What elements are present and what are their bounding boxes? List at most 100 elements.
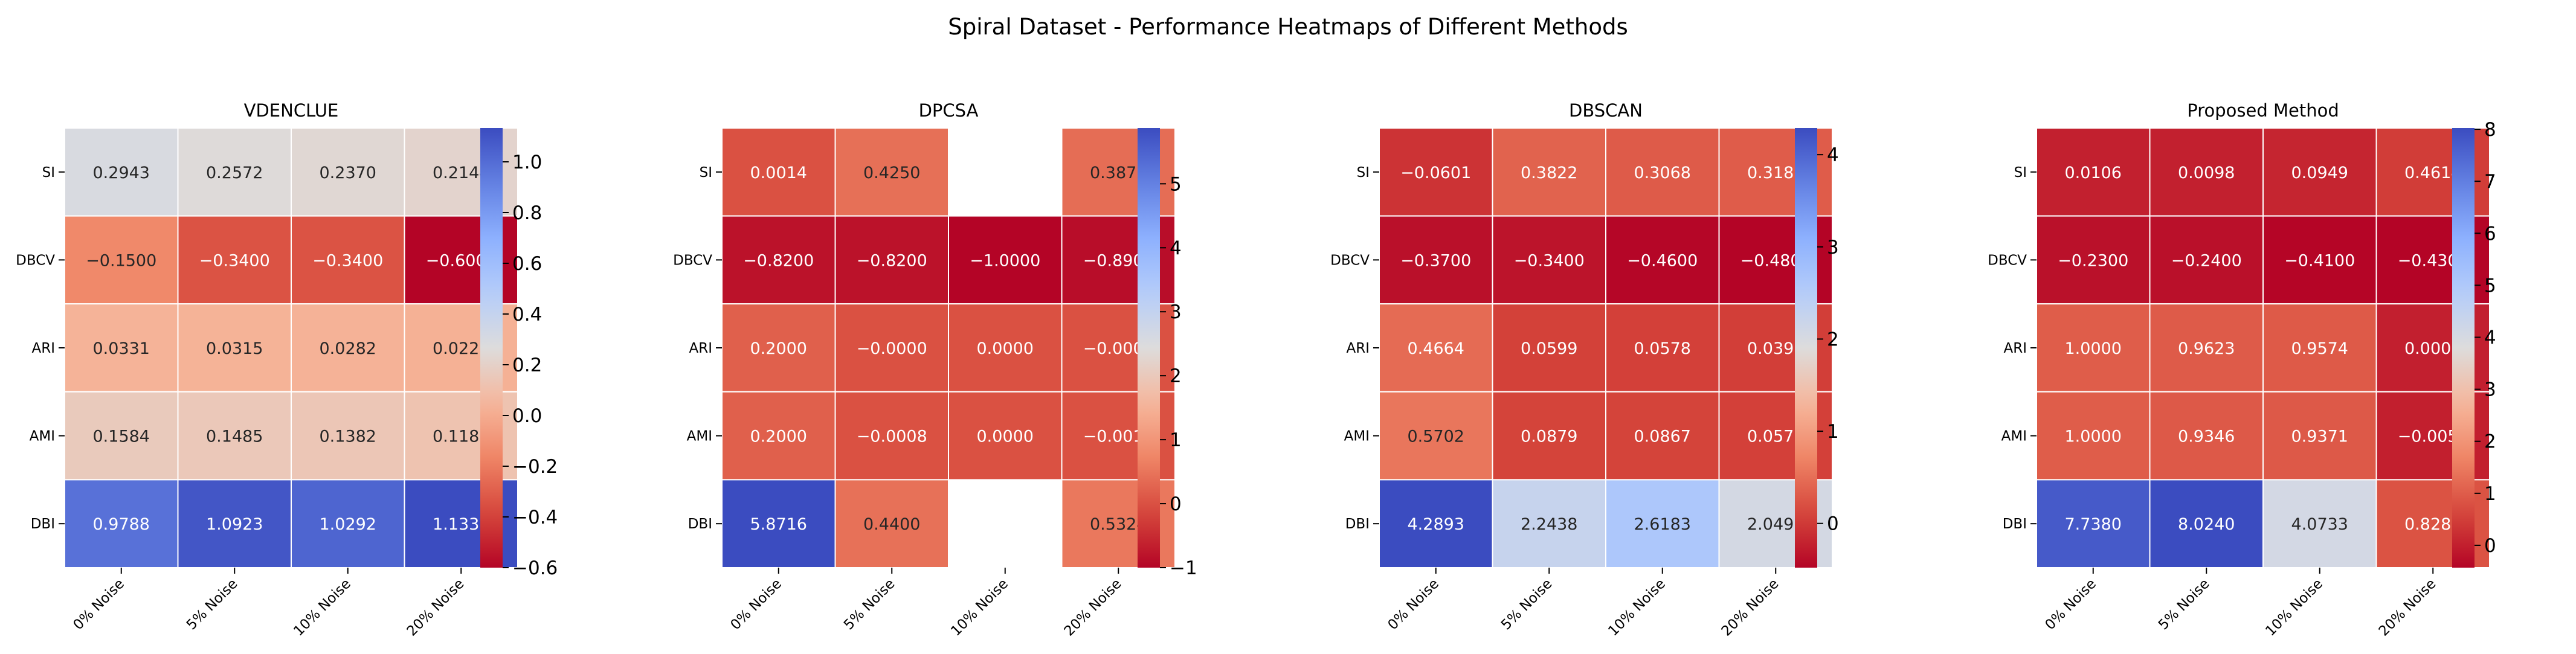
cell-value-label: −0.1500 xyxy=(86,251,156,270)
heatmap-cell xyxy=(177,303,292,393)
cell-value-label: −0.2300 xyxy=(2058,251,2128,270)
heatmap-cell xyxy=(2036,303,2151,393)
row-label: AMI xyxy=(1344,429,1370,444)
heatmap-cell xyxy=(721,303,836,393)
row-label: ARI xyxy=(32,341,56,356)
cell-value-label: 1.1333 xyxy=(433,515,489,534)
heatmap-cell xyxy=(291,127,405,217)
colorbar-tick-label: −0.2 xyxy=(512,456,558,478)
row-label: DBI xyxy=(2003,516,2027,532)
cell-value-label: −0.3400 xyxy=(199,251,270,270)
cell-value-label: 0.0098 xyxy=(2178,164,2235,182)
colorbar-tick-label: 2 xyxy=(1170,365,1182,387)
cell-value-label: 7.7380 xyxy=(2065,515,2122,534)
cell-value-label: 0.0572 xyxy=(1747,428,1804,446)
cell-value-label: 1.0923 xyxy=(206,515,263,534)
cell-value-label: 0.2370 xyxy=(320,164,376,182)
heatmap-cell xyxy=(948,215,1063,305)
cell-value-label: 0.5324 xyxy=(1090,515,1147,534)
cell-value-label: 0.5702 xyxy=(1408,428,1464,446)
column-label: 0% Noise xyxy=(1385,576,1442,633)
cell-value-label: 0.4400 xyxy=(863,515,920,534)
colorbar-tick-label: 3 xyxy=(1827,237,1839,258)
colorbar-tick-label: 4 xyxy=(2484,327,2496,349)
cell-value-label: 0.9788 xyxy=(93,515,150,534)
heatmap-panel: DBSCAN −0.0601 0.3822 0.3068 0.3189 −0.3700 −0… xyxy=(1330,100,1839,640)
column-label: 0% Noise xyxy=(728,576,785,633)
cell-value-label: 0.0014 xyxy=(750,164,807,182)
colorbar-tick-label: 1 xyxy=(2484,483,2496,505)
heatmap-cell xyxy=(2036,127,2151,217)
cell-value-label: 0.0000 xyxy=(977,428,1034,446)
cell-value-label: 0.9346 xyxy=(2178,428,2235,446)
column-label: 10% Noise xyxy=(291,576,354,640)
cell-value-label: 0.3068 xyxy=(1634,164,1691,182)
cell-value-label: −0.0000 xyxy=(857,339,927,358)
heatmap-cell xyxy=(177,479,292,569)
colorbar-tick-label: 2 xyxy=(1827,329,1839,350)
figure-suptitle: Spiral Dataset - Performance Heatmaps of… xyxy=(948,14,1628,40)
cell-value-label: 0.4250 xyxy=(863,164,920,182)
column-label: 20% Noise xyxy=(2376,576,2439,640)
cell-value-label: 0.2000 xyxy=(750,339,807,358)
row-label: DBCV xyxy=(16,252,55,268)
cell-value-label: 4.0733 xyxy=(2291,515,2348,534)
colorbar-tick-label: 3 xyxy=(2484,379,2496,401)
heatmap-cell xyxy=(1605,391,1720,481)
colorbar-tick-label: 1 xyxy=(1827,421,1839,443)
cell-value-label: 0.0315 xyxy=(206,339,263,358)
cell-value-label: 0.1485 xyxy=(206,428,263,446)
cell-value-label: 0.0949 xyxy=(2291,164,2348,182)
heatmap-cell xyxy=(2262,127,2377,217)
column-label: 10% Noise xyxy=(948,576,1011,640)
colorbar-tick-label: 0 xyxy=(1170,493,1182,515)
colorbar xyxy=(1138,128,1160,568)
cell-value-label: 5.8716 xyxy=(750,515,807,534)
cell-value-label: 0.3872 xyxy=(1090,164,1147,182)
panel-title: DBSCAN xyxy=(1569,100,1643,121)
colorbar-tick-label: 0.8 xyxy=(512,202,542,224)
cell-value-label: 0.4614 xyxy=(2404,164,2461,182)
colorbar-tick-label: 4 xyxy=(1170,237,1182,259)
heatmap-cell xyxy=(2149,127,2264,217)
colorbar-tick-label: −1 xyxy=(1170,557,1197,579)
cell-value-label: −0.3700 xyxy=(1400,251,1471,270)
row-label: SI xyxy=(700,165,712,181)
panel-title: VDENCLUE xyxy=(244,100,339,121)
heatmap-cell xyxy=(1492,215,1606,305)
cell-value-label: 0.0879 xyxy=(1521,428,1577,446)
colorbar-tick-label: 1.0 xyxy=(512,152,542,173)
colorbar-tick-label: 0.6 xyxy=(512,253,542,275)
heatmap-cell xyxy=(1605,479,1720,569)
heatmap-cell xyxy=(177,391,292,481)
heatmap-cell xyxy=(1605,215,1720,305)
cell-value-label: 0.2943 xyxy=(93,164,150,182)
heatmap-cell xyxy=(834,127,949,217)
colorbar-tick-label: 5 xyxy=(2484,275,2496,297)
cell-value-label: −0.0601 xyxy=(1400,164,1471,182)
heatmap-cell xyxy=(1492,303,1606,393)
column-label: 0% Noise xyxy=(2043,576,2099,633)
cell-value-label: −0.4600 xyxy=(1627,251,1698,270)
heatmap-cell xyxy=(2149,479,2264,569)
cell-value-label: 2.2438 xyxy=(1521,515,1577,534)
heatmap-cell xyxy=(2036,215,2151,305)
heatmap-cell xyxy=(2262,303,2377,393)
heatmap-cell xyxy=(2262,215,2377,305)
heatmap-panel: DPCSA 0.0014 0.4250 0.3872 −0.8200 −0.8200 −1.… xyxy=(673,100,1197,640)
colorbar-tick-label: 7 xyxy=(2484,171,2496,193)
row-label: ARI xyxy=(2004,341,2027,356)
row-label: DBCV xyxy=(1988,252,2027,268)
colorbar-tick-label: 0.2 xyxy=(512,354,542,376)
colorbar-tick-label: 0.0 xyxy=(512,405,542,427)
cell-value-label: 0.3822 xyxy=(1521,164,1577,182)
heatmap-cell xyxy=(834,303,949,393)
row-label: DBI xyxy=(1345,516,1370,532)
heatmap-cell xyxy=(2149,303,2264,393)
cell-value-label: −0.3400 xyxy=(312,251,383,270)
column-label: 20% Noise xyxy=(404,576,468,640)
column-label: 20% Noise xyxy=(1719,576,1782,640)
cell-value-label: 0.0331 xyxy=(93,339,150,358)
cell-value-label: 8.0240 xyxy=(2178,515,2235,534)
